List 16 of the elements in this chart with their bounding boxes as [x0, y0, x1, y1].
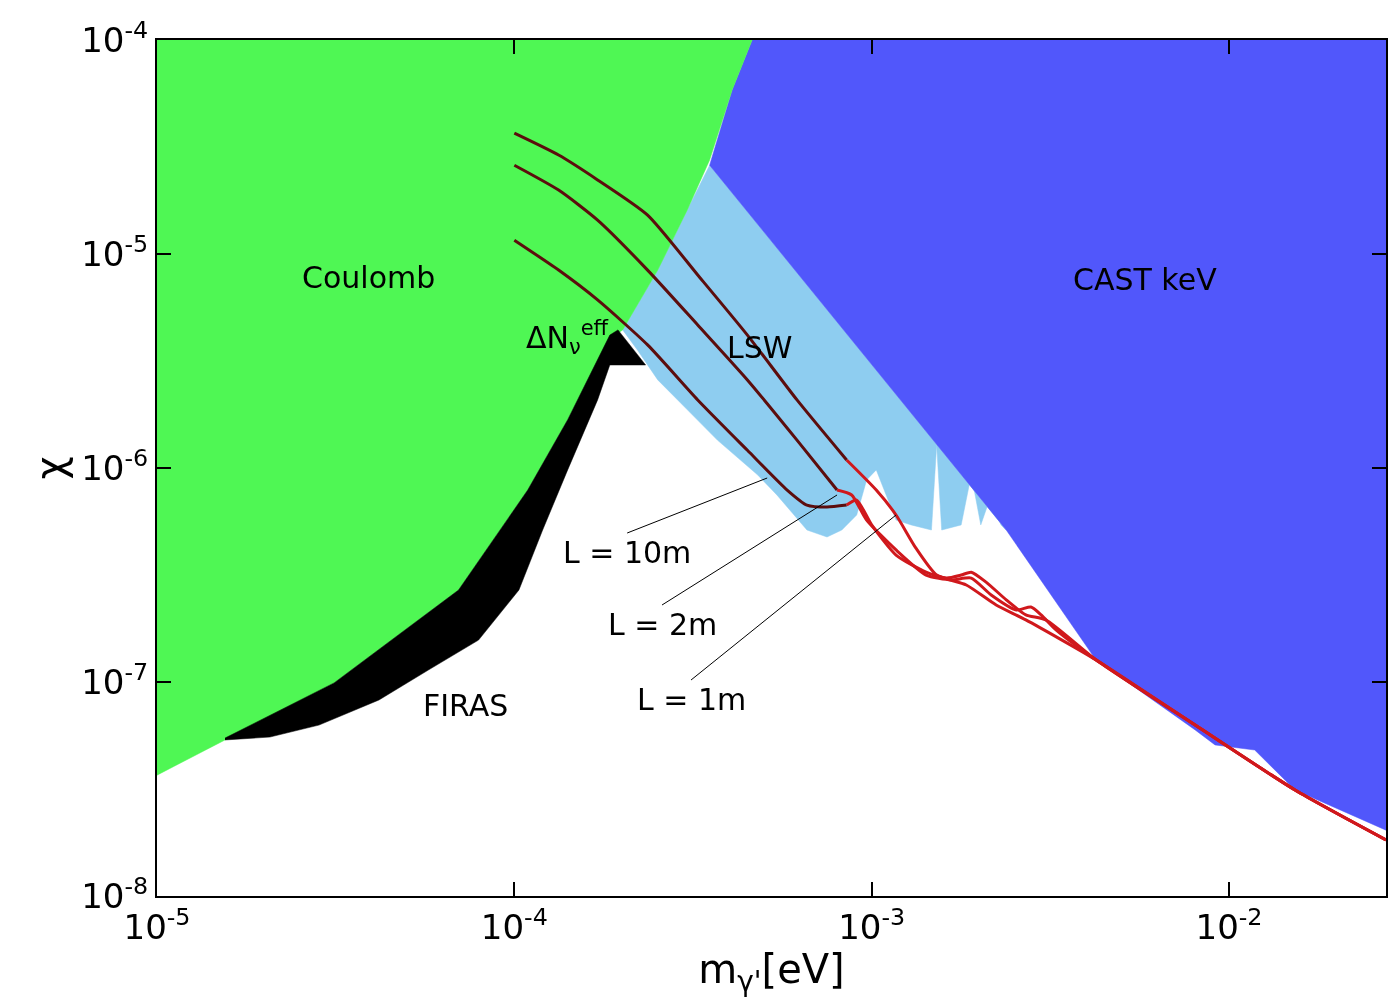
y-tick-label: 10$^{-6}$: [81, 443, 149, 488]
x-tick-label: 10$^{-2}$: [1195, 902, 1263, 947]
annotation: L = 2m: [608, 607, 718, 642]
y-tick-label: 10$^{-7}$: [81, 657, 149, 702]
y-axis-title: χ: [27, 456, 74, 480]
annotation: FIRAS: [423, 688, 509, 723]
annotation: CAST keV: [1073, 262, 1218, 297]
x-tick-label: 10$^{-4}$: [480, 902, 548, 947]
annotation: L = 10m: [563, 535, 692, 570]
y-tick-label: 10$^{-4}$: [81, 15, 149, 60]
x-tick-label: 10$^{-5}$: [123, 902, 191, 947]
y-tick-label: 10$^{-5}$: [81, 229, 149, 274]
x-axis-title: m$_{γ'}$[eV]: [698, 945, 845, 998]
annotation: Coulomb: [302, 260, 436, 295]
x-tick-label: 10$^{-3}$: [838, 902, 906, 947]
annotation: L = 1m: [637, 682, 747, 717]
